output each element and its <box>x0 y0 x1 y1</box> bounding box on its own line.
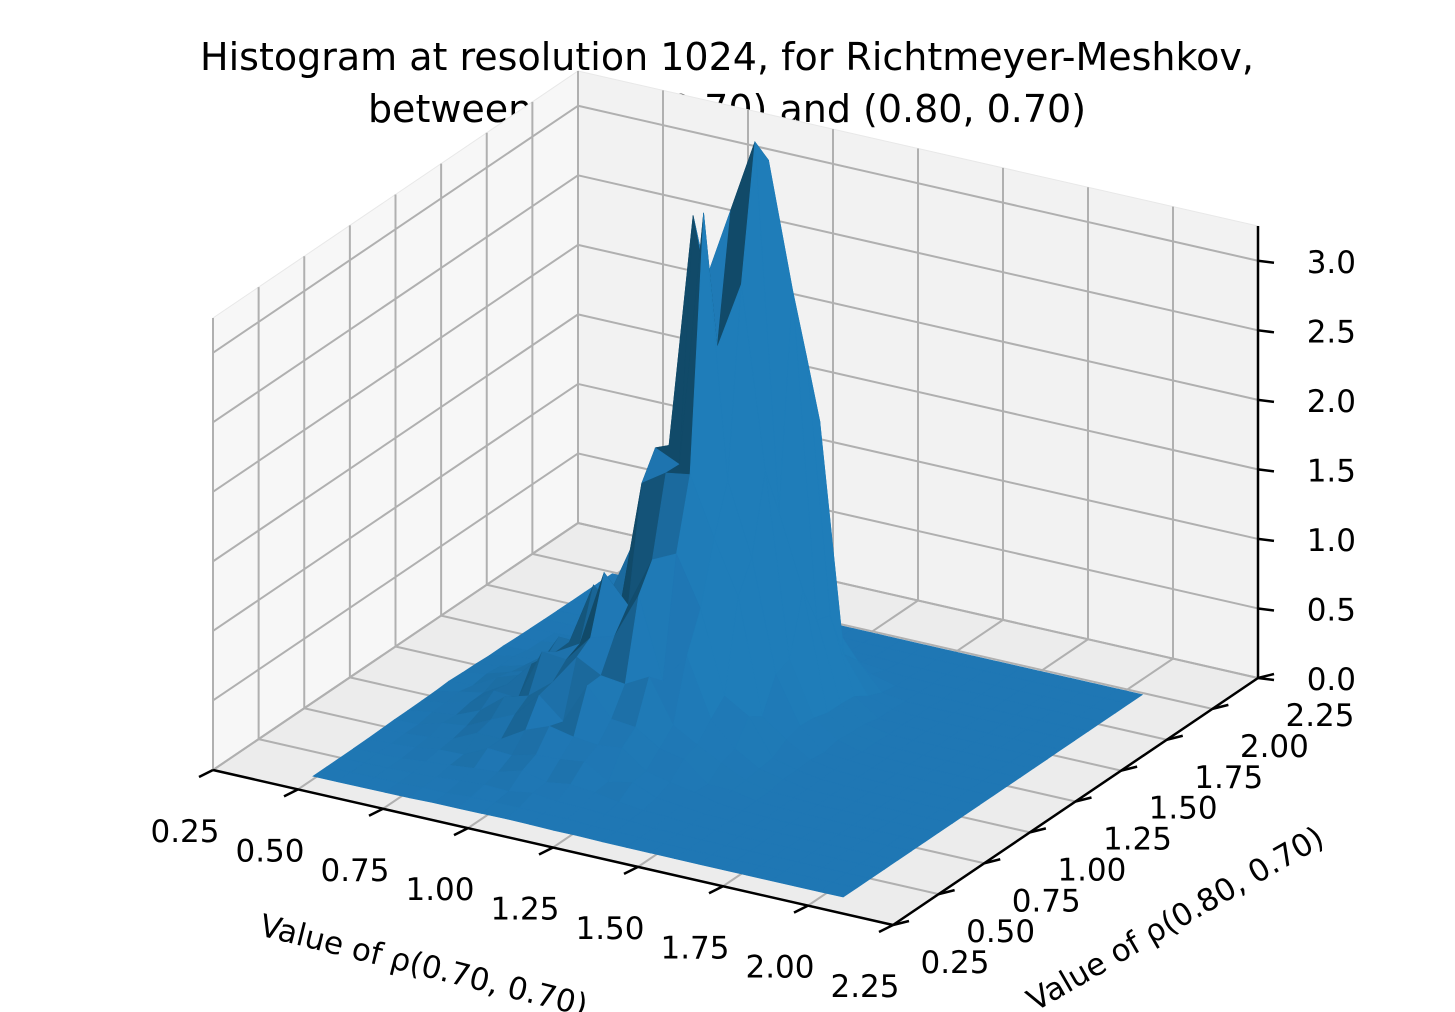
z-tick-mark <box>1257 537 1275 543</box>
grid-line <box>212 452 579 702</box>
y-tick-mark <box>1075 796 1092 803</box>
y-tick-label: 0.50 <box>966 914 1035 950</box>
y-tick-label: 1.75 <box>1194 760 1263 796</box>
y-tick-mark <box>1212 703 1229 711</box>
z-tick-mark <box>1257 398 1275 404</box>
surface-mesh <box>312 140 1144 898</box>
z-tick-label: 1.0 <box>1307 523 1356 559</box>
z-tick-label: 0.0 <box>1307 662 1356 698</box>
grid-line <box>577 174 1259 332</box>
y-tick-mark <box>892 919 910 927</box>
x-tick-mark <box>368 807 384 817</box>
x-tick-label: 2.00 <box>745 950 814 986</box>
x-tick-label: 1.25 <box>490 892 559 928</box>
y-tick-label: 0.25 <box>920 945 989 981</box>
z-tick-mark <box>1257 607 1275 612</box>
x-tick-mark <box>708 885 724 895</box>
x-tick-label: 0.50 <box>235 833 304 869</box>
z-tick-mark <box>1257 468 1275 473</box>
z-tick-label: 0.5 <box>1307 592 1356 628</box>
z-tick-label: 2.5 <box>1307 314 1356 350</box>
y-tick-mark <box>983 858 1001 865</box>
x-tick-label: 1.75 <box>660 930 729 966</box>
x-tick-label: 1.00 <box>405 872 474 908</box>
x-tick-label: 0.25 <box>150 814 219 850</box>
grid-line <box>212 174 579 424</box>
x-tick-mark <box>283 788 299 798</box>
y-tick-label: 2.00 <box>1240 729 1309 765</box>
x-tick-mark <box>793 904 809 914</box>
z-tick-label: 1.5 <box>1307 453 1356 489</box>
z-tick-mark <box>1257 329 1275 334</box>
x-tick-mark <box>623 865 639 875</box>
x-tick-mark <box>878 923 894 934</box>
y-tick-mark <box>1029 827 1047 834</box>
z-tick-mark <box>1257 259 1275 265</box>
y-tick-label: 1.50 <box>1149 791 1218 827</box>
y-tick-label: 2.25 <box>1285 698 1354 734</box>
z-tick-mark <box>1257 676 1275 682</box>
x-tick-mark <box>453 827 469 837</box>
grid-line <box>212 383 579 632</box>
x-tick-labels: 0.25 0.50 0.75 1.00 1.25 1.50 1.75 2.00 2.25 <box>150 768 900 1005</box>
grid-line <box>577 104 1259 262</box>
chart-title-line1: Histogram at resolution 1024, for Richtm… <box>200 35 1254 79</box>
x-tick-label: 1.50 <box>575 911 644 947</box>
grid-line <box>212 522 579 771</box>
z-tick-labels: 0.0 0.5 1.0 1.5 2.0 2.5 3.0 <box>1257 245 1356 698</box>
grid-line <box>212 244 579 493</box>
surface-face <box>818 882 858 898</box>
grid-line <box>212 313 579 563</box>
y-tick-label: 1.25 <box>1103 822 1172 858</box>
z-tick-label: 2.0 <box>1307 384 1356 420</box>
y-tick-label: 1.00 <box>1057 852 1126 888</box>
x-tick-label: 0.75 <box>320 853 389 889</box>
x-tick-mark <box>538 846 554 856</box>
y-tick-mark <box>938 888 955 896</box>
y-tick-mark <box>1166 734 1184 741</box>
y-tick-mark <box>1120 765 1138 772</box>
y-tick-label: 0.75 <box>1012 883 1081 919</box>
x-tick-mark <box>198 768 214 779</box>
x-tick-label: 2.25 <box>830 969 899 1005</box>
grid-line <box>212 104 579 354</box>
z-tick-label: 3.0 <box>1307 245 1356 281</box>
y-tick-labels: 0.250.500.751.001.251.501.752.002.25 <box>892 672 1355 981</box>
